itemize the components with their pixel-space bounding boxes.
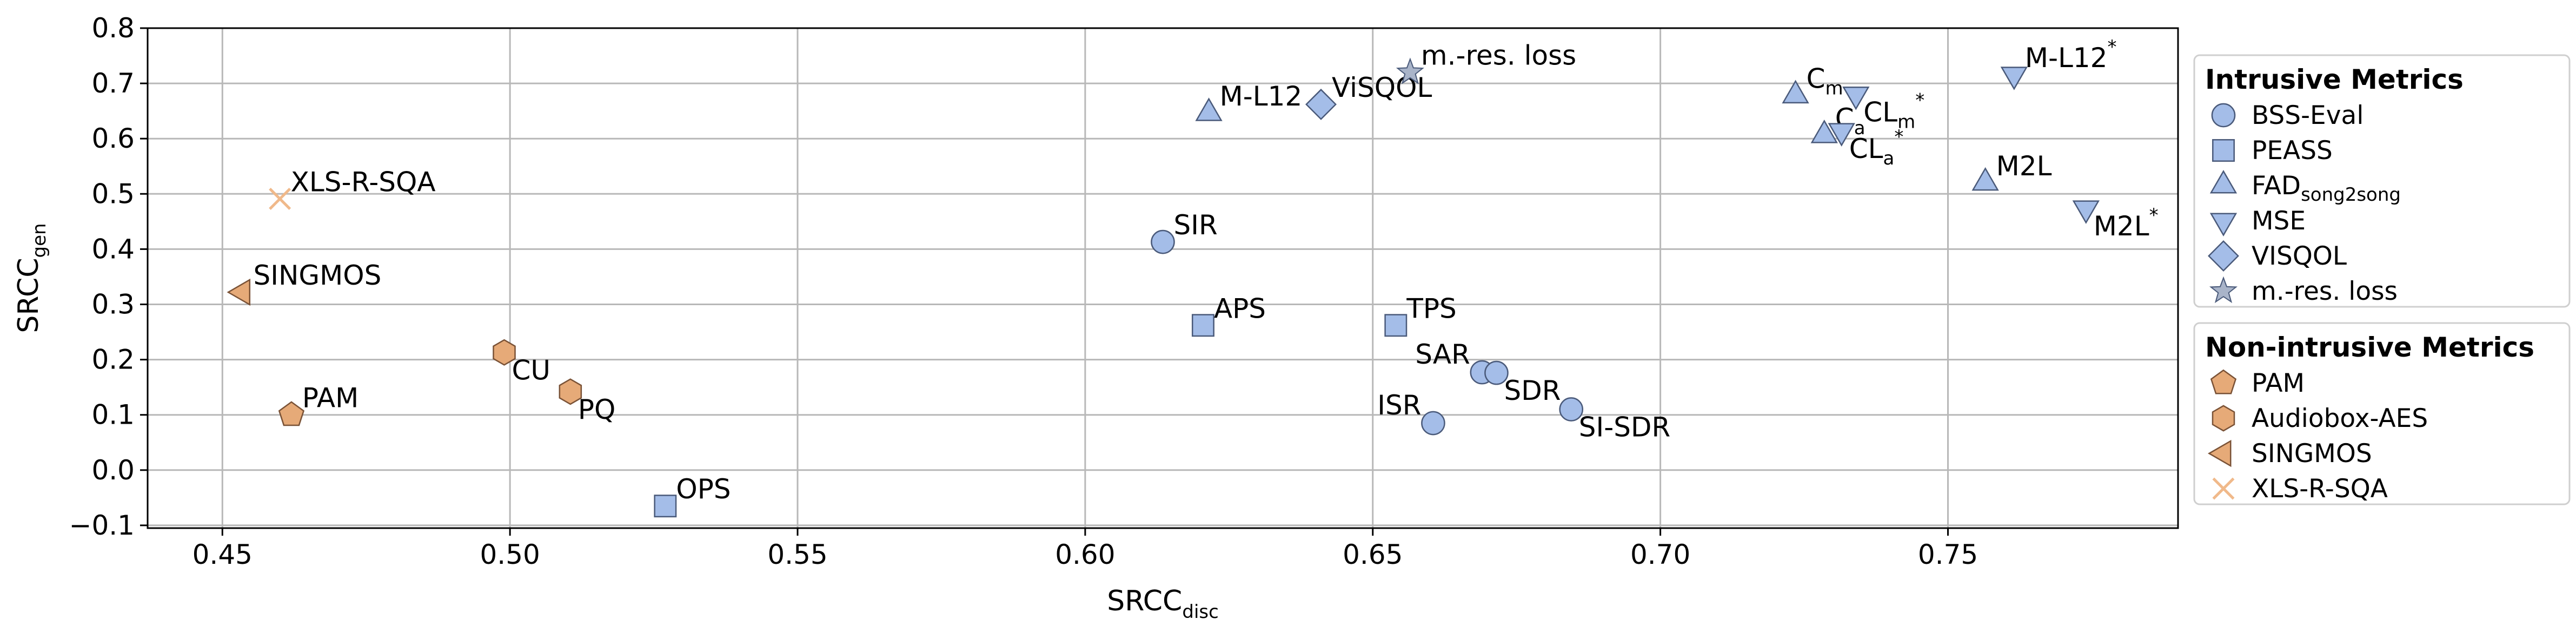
y-axis-title-sub: gen	[29, 223, 50, 258]
x-tick-label: 0.45	[192, 539, 253, 570]
legend-entry-label: FADsong2song	[2252, 171, 2401, 206]
data-point	[269, 188, 291, 210]
data-label: Cm	[1807, 63, 1843, 100]
data-point	[1195, 97, 1223, 121]
data-label: CLa*	[1849, 126, 1904, 169]
data-point	[1484, 360, 1509, 385]
legend-marker	[2209, 169, 2238, 194]
data-label: SDR	[1504, 375, 1561, 406]
y-tick-label: 0.3	[91, 288, 135, 320]
data-label: SI-SDR	[1579, 411, 1671, 443]
data-point	[1191, 314, 1214, 337]
x-tick-label: 0.75	[1918, 539, 1978, 570]
legend-marker	[2210, 369, 2237, 394]
x-tick-label: 0.50	[480, 539, 540, 570]
legend-marker	[2208, 240, 2239, 272]
x-axis-title-main: SRCC	[1107, 585, 1182, 617]
x-tick-label: 0.55	[767, 539, 827, 570]
data-label: ISR	[1377, 390, 1421, 421]
data-label: M2L	[1996, 150, 2052, 182]
legends: Intrusive Metrics BSS-Eval PEASS FADsong2so…	[2193, 54, 2571, 505]
legend-entry-label: PAM	[2252, 368, 2305, 398]
data-label: OPS	[676, 473, 731, 505]
y-tick-label: 0.1	[91, 399, 135, 431]
data-point	[227, 278, 251, 306]
data-point	[654, 495, 677, 518]
data-point	[278, 401, 305, 426]
data-point	[2000, 67, 2028, 90]
data-label: CU	[512, 354, 551, 386]
x-tick-label: 0.65	[1343, 539, 1403, 570]
y-tick-label: 0.8	[91, 12, 135, 44]
legend-entry-label: SINGMOS	[2252, 439, 2372, 469]
data-label: M2L*	[2094, 205, 2159, 242]
legend-marker	[2211, 103, 2236, 128]
legend-entry-label: PEASS	[2252, 136, 2333, 166]
y-tick-label: 0.7	[91, 68, 135, 99]
legend-entry-label: MSE	[2252, 206, 2306, 236]
x-tick-label: 0.70	[1630, 539, 1690, 570]
y-axis-title-main: SRCC	[12, 258, 45, 333]
legend-entry-label: Audiobox-AES	[2252, 404, 2428, 433]
data-label: CLm*	[1863, 90, 1924, 133]
data-label: SIR	[1174, 209, 1218, 241]
y-tick-label: 0.5	[91, 178, 135, 209]
legend-nonintrusive: Non-intrusive Metrics PAM Audiobox-AES SING…	[2193, 322, 2571, 505]
y-axis-title: SRCCgen	[12, 223, 50, 333]
y-tick-label: −0.1	[69, 510, 135, 541]
y-tick-label: 0.4	[91, 233, 135, 265]
y-tick-label: 0.2	[91, 344, 135, 376]
legend-marker	[2212, 477, 2235, 500]
data-point	[1305, 88, 1337, 120]
data-label: XLS-R-SQA	[291, 166, 436, 198]
data-point	[1810, 120, 1838, 143]
legend-intrusive: Intrusive Metrics BSS-Eval PEASS FADsong2so…	[2193, 54, 2571, 308]
x-axis-title: SRCCdisc	[1107, 585, 1219, 623]
legend-entry-label: BSS-Eval	[2252, 101, 2363, 130]
data-point	[559, 378, 582, 405]
data-label: TPS	[1406, 293, 1456, 324]
legend-title: Intrusive Metrics	[2205, 64, 2464, 95]
legend-marker	[2209, 213, 2238, 237]
data-label: ViSQOL	[1332, 72, 1432, 103]
data-label: PAM	[302, 383, 358, 414]
grid-lines	[148, 27, 2178, 528]
x-axis-ticks: 0.45 0.50 0.55 0.60 0.65 0.70 0.75	[192, 528, 1978, 570]
legend-marker	[2212, 139, 2235, 162]
data-point	[1842, 87, 1870, 110]
y-tick-label: 0.6	[91, 123, 135, 154]
data-label: m.-res. loss	[1421, 40, 1576, 71]
legend-marker	[2207, 439, 2232, 468]
data-label: SINGMOS	[254, 260, 382, 291]
legend-marker	[2209, 276, 2238, 304]
data-point	[1151, 229, 1175, 254]
x-axis-title-sub: disc	[1182, 601, 1218, 623]
data-point	[1828, 123, 1855, 147]
y-axis-ticks: −0.1 0.0 0.1 0.2 0.3 0.4 0.5 0.6 0.7 0.8	[69, 12, 148, 541]
data-point	[1396, 57, 1424, 84]
data-label: M-L12*	[2025, 36, 2117, 74]
y-tick-label: 0.0	[91, 455, 135, 486]
data-label: M-L12	[1220, 81, 1303, 112]
legend-title: Non-intrusive Metrics	[2205, 332, 2534, 363]
data-point	[1971, 167, 1999, 191]
data-point	[493, 339, 516, 366]
x-tick-label: 0.60	[1055, 539, 1115, 570]
legend-entry-label: VISQOL	[2252, 241, 2347, 271]
data-label: PQ	[578, 394, 616, 425]
legend-entry-label: XLS-R-SQA	[2252, 474, 2388, 504]
data-label: APS	[1214, 293, 1266, 324]
data-label: SAR	[1415, 339, 1470, 370]
legend-entry-label: m.-res. loss	[2252, 276, 2398, 306]
data-point	[1421, 411, 1445, 436]
data-point	[1384, 314, 1407, 337]
data-point	[2072, 200, 2100, 224]
data-point	[1782, 80, 1809, 104]
legend-marker	[2212, 405, 2235, 432]
data-point	[1559, 397, 1584, 422]
plot-frame	[147, 27, 2179, 529]
